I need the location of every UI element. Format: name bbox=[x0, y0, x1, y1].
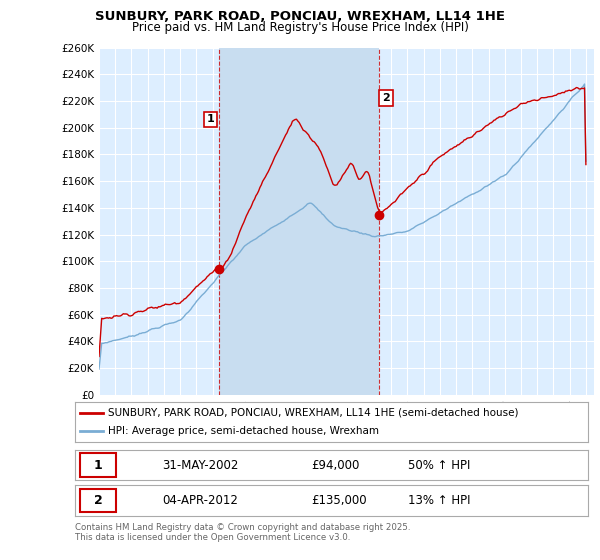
Text: Contains HM Land Registry data © Crown copyright and database right 2025.
This d: Contains HM Land Registry data © Crown c… bbox=[75, 523, 410, 543]
Text: £135,000: £135,000 bbox=[311, 494, 367, 507]
Text: Price paid vs. HM Land Registry's House Price Index (HPI): Price paid vs. HM Land Registry's House … bbox=[131, 21, 469, 34]
FancyBboxPatch shape bbox=[80, 454, 116, 477]
Text: 1: 1 bbox=[206, 114, 214, 124]
Bar bbox=[220, 48, 379, 395]
Text: 04-APR-2012: 04-APR-2012 bbox=[162, 494, 238, 507]
Text: 13% ↑ HPI: 13% ↑ HPI bbox=[409, 494, 471, 507]
Text: 31-MAY-2002: 31-MAY-2002 bbox=[162, 459, 239, 472]
Text: HPI: Average price, semi-detached house, Wrexham: HPI: Average price, semi-detached house,… bbox=[109, 426, 379, 436]
Text: £94,000: £94,000 bbox=[311, 459, 359, 472]
Text: 50% ↑ HPI: 50% ↑ HPI bbox=[409, 459, 471, 472]
Text: 2: 2 bbox=[94, 494, 103, 507]
Text: SUNBURY, PARK ROAD, PONCIAU, WREXHAM, LL14 1HE (semi-detached house): SUNBURY, PARK ROAD, PONCIAU, WREXHAM, LL… bbox=[109, 408, 519, 418]
FancyBboxPatch shape bbox=[80, 489, 116, 512]
Text: 2: 2 bbox=[382, 93, 390, 103]
Text: SUNBURY, PARK ROAD, PONCIAU, WREXHAM, LL14 1HE: SUNBURY, PARK ROAD, PONCIAU, WREXHAM, LL… bbox=[95, 10, 505, 23]
Text: 1: 1 bbox=[94, 459, 103, 472]
